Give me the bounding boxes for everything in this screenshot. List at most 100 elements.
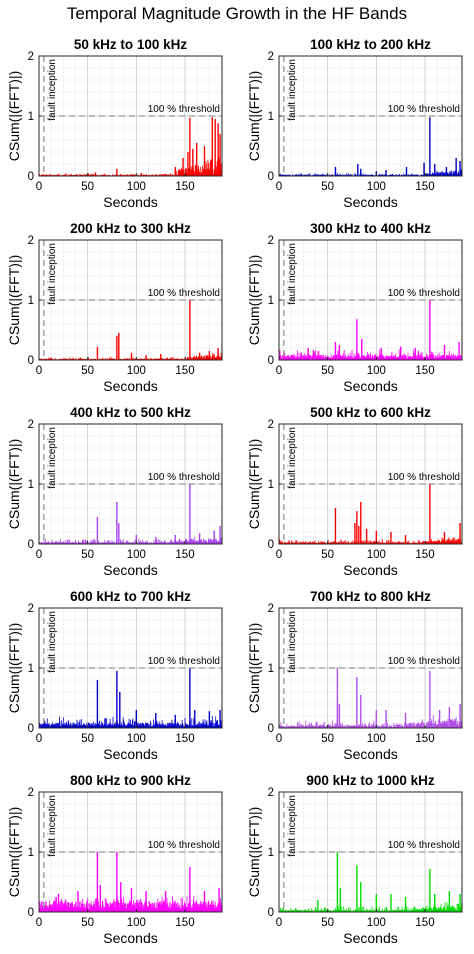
y-axis-label: CSum(|(FFT)|) — [6, 255, 22, 345]
y-tick-label: 2 — [268, 235, 274, 247]
panel: 400 kHz to 500 kHz 100 % threshold fault i… — [6, 405, 223, 578]
x-tick-label: 0 — [276, 733, 282, 745]
y-axis-label: CSum(|(FFT)|) — [246, 439, 262, 529]
threshold-label: 100 % threshold — [388, 288, 460, 299]
x-tick-label: 150 — [415, 917, 434, 929]
x-tick-label: 100 — [367, 733, 386, 745]
fault-inception-label: fault inception — [47, 611, 58, 673]
x-tick-label: 0 — [36, 549, 42, 561]
x-tick-label: 50 — [81, 917, 94, 929]
x-tick-label: 50 — [321, 181, 334, 193]
panel: 100 kHz to 200 kHz 100 % threshold fault i… — [246, 37, 463, 210]
x-tick-label: 100 — [127, 733, 146, 745]
threshold-label: 100 % threshold — [388, 840, 460, 851]
y-tick-label: 2 — [28, 603, 34, 615]
x-axis-label: Seconds — [103, 930, 157, 946]
x-tick-label: 100 — [127, 549, 146, 561]
x-axis-label: Seconds — [103, 378, 157, 394]
x-tick-label: 50 — [321, 733, 334, 745]
x-axis-label: Seconds — [343, 746, 397, 762]
threshold-label: 100 % threshold — [388, 104, 460, 115]
x-tick-label: 150 — [415, 365, 434, 377]
x-tick-label: 0 — [36, 181, 42, 193]
x-tick-label: 150 — [415, 549, 434, 561]
panel-title: 400 kHz to 500 kHz — [70, 405, 191, 420]
y-tick-label: 1 — [268, 847, 274, 859]
panel: 900 kHz to 1000 kHz 100 % threshold fault … — [246, 773, 463, 946]
y-axis-label: CSum(|(FFT)|) — [246, 807, 262, 897]
y-axis-label: CSum(|(FFT)|) — [6, 439, 22, 529]
threshold-label: 100 % threshold — [148, 472, 220, 483]
data-series — [279, 537, 462, 544]
panel-title: 300 kHz to 400 kHz — [310, 221, 431, 236]
x-tick-label: 50 — [321, 365, 334, 377]
y-tick-label: 2 — [268, 787, 274, 799]
y-axis-label: CSum(|(FFT)|) — [246, 623, 262, 713]
y-axis-label: CSum(|(FFT)|) — [246, 255, 262, 345]
threshold-label: 100 % threshold — [388, 656, 460, 667]
panel-title: 800 kHz to 900 kHz — [70, 773, 191, 788]
y-tick-label: 1 — [268, 479, 274, 491]
y-tick-label: 0 — [28, 539, 34, 551]
y-tick-label: 1 — [28, 663, 34, 675]
x-tick-label: 150 — [175, 181, 194, 193]
y-tick-label: 1 — [28, 847, 34, 859]
y-tick-label: 1 — [28, 295, 34, 307]
x-tick-label: 150 — [175, 917, 194, 929]
x-tick-label: 150 — [175, 365, 194, 377]
x-axis-label: Seconds — [103, 746, 157, 762]
panel: 700 kHz to 800 kHz 100 % threshold fault i… — [246, 589, 463, 762]
data-series — [39, 157, 222, 176]
y-tick-label: 2 — [28, 419, 34, 431]
y-tick-label: 1 — [268, 295, 274, 307]
data-series — [39, 536, 222, 544]
y-tick-label: 0 — [268, 355, 274, 367]
x-axis-label: Seconds — [343, 562, 397, 578]
panel-title: 700 kHz to 800 kHz — [310, 589, 431, 604]
y-tick-label: 2 — [268, 419, 274, 431]
data-series — [39, 352, 222, 360]
threshold-label: 100 % threshold — [148, 104, 220, 115]
data-series — [39, 895, 222, 912]
x-axis-label: Seconds — [103, 194, 157, 210]
x-axis-label: Seconds — [343, 194, 397, 210]
x-tick-label: 100 — [367, 181, 386, 193]
x-tick-label: 150 — [175, 733, 194, 745]
x-tick-label: 0 — [276, 549, 282, 561]
x-tick-label: 100 — [127, 181, 146, 193]
x-tick-label: 50 — [81, 365, 94, 377]
fault-inception-label: fault inception — [47, 243, 58, 305]
panel-title: 100 kHz to 200 kHz — [310, 37, 431, 52]
x-tick-label: 0 — [36, 365, 42, 377]
figure-title: Temporal Magnitude Growth in the HF Band… — [66, 4, 408, 23]
y-tick-label: 0 — [28, 171, 34, 183]
x-tick-label: 0 — [276, 365, 282, 377]
threshold-label: 100 % threshold — [148, 840, 220, 851]
y-tick-label: 0 — [28, 355, 34, 367]
panel: 300 kHz to 400 kHz 100 % threshold fault i… — [246, 221, 463, 394]
y-axis-label: CSum(|(FFT)|) — [6, 623, 22, 713]
x-tick-label: 50 — [321, 549, 334, 561]
fault-inception-label: fault inception — [47, 427, 58, 489]
y-tick-label: 1 — [28, 111, 34, 123]
panel: 200 kHz to 300 kHz 100 % threshold fault i… — [6, 221, 223, 394]
panel-title: 200 kHz to 300 kHz — [70, 221, 191, 236]
x-tick-label: 100 — [367, 549, 386, 561]
threshold-label: 100 % threshold — [148, 288, 220, 299]
x-tick-label: 50 — [321, 917, 334, 929]
y-tick-label: 2 — [28, 51, 34, 63]
x-tick-label: 100 — [367, 365, 386, 377]
x-tick-label: 0 — [276, 917, 282, 929]
y-tick-label: 0 — [268, 171, 274, 183]
y-axis-label: CSum(|(FFT)|) — [6, 807, 22, 897]
panel-title: 500 kHz to 600 kHz — [310, 405, 431, 420]
y-tick-label: 2 — [28, 235, 34, 247]
y-tick-label: 0 — [268, 539, 274, 551]
threshold-label: 100 % threshold — [388, 472, 460, 483]
y-tick-label: 1 — [268, 111, 274, 123]
data-series — [279, 349, 462, 360]
panel: 800 kHz to 900 kHz 100 % threshold fault i… — [6, 773, 223, 946]
fault-inception-label: fault inception — [287, 611, 298, 673]
x-tick-label: 100 — [127, 365, 146, 377]
